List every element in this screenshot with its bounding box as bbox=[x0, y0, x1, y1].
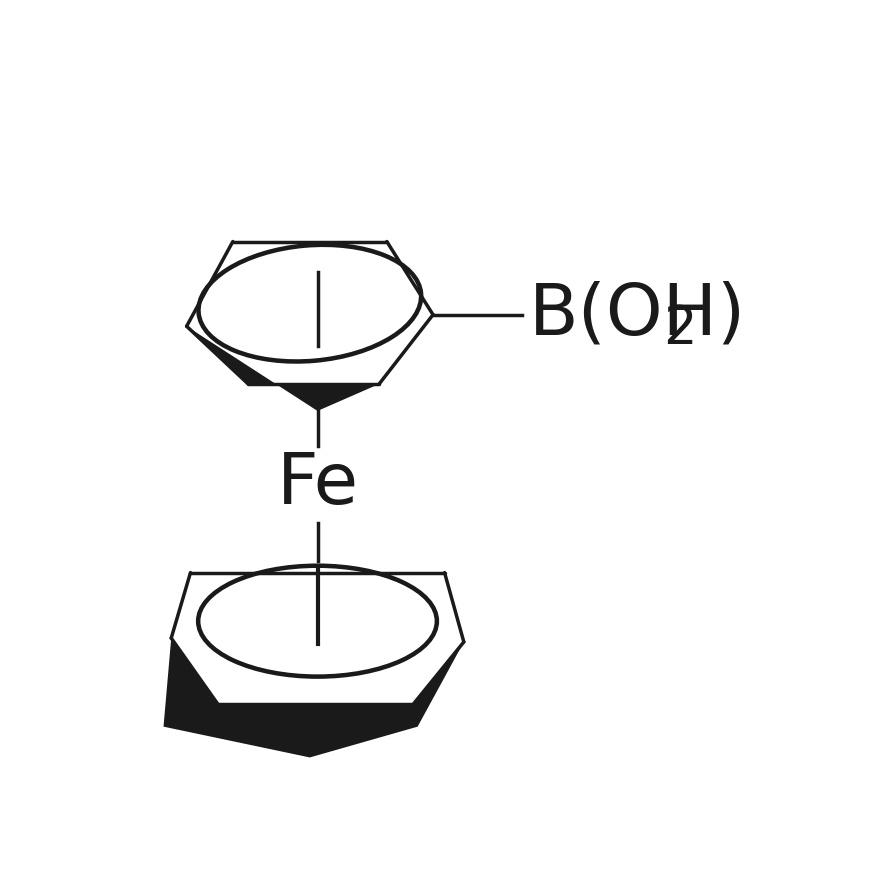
Text: Fe: Fe bbox=[277, 449, 359, 519]
Text: B(OH): B(OH) bbox=[530, 280, 747, 349]
Text: 2: 2 bbox=[663, 303, 697, 354]
Polygon shape bbox=[164, 638, 464, 757]
Polygon shape bbox=[187, 327, 379, 411]
